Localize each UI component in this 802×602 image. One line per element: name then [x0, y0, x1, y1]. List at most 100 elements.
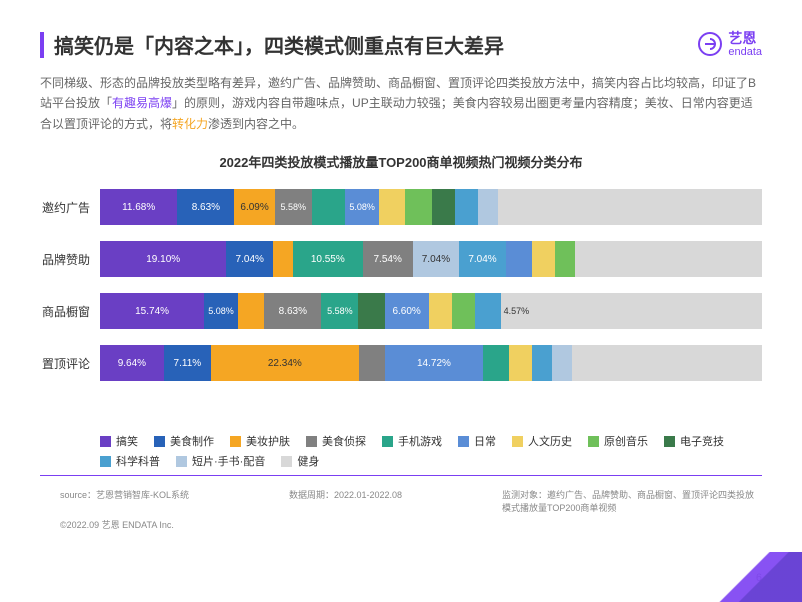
- legend: 搞笑 美食制作 美妆护肤 美食侦探 手机游戏 日常 人文历史 原创音乐电子竞技科学科普 短片·手…: [40, 433, 762, 469]
- bar-segment: 5.58%: [321, 293, 358, 329]
- bar-segment: 11.68%: [100, 189, 177, 225]
- legend-swatch: [588, 436, 599, 447]
- legend-label: 手机游戏: [398, 433, 442, 449]
- bar-segment: [273, 241, 293, 277]
- bar-segment: [483, 345, 509, 381]
- legend-swatch: [664, 436, 675, 447]
- bar-segment: 7.04%: [413, 241, 460, 277]
- desc-p3: 渗透到内容之中。: [208, 117, 304, 131]
- legend-item: 搞笑: [100, 433, 138, 449]
- bar-segment: 9.64%: [100, 345, 164, 381]
- chart-row: 邀约广告11.68%8.63%6.09%5.58%5.08%: [40, 185, 762, 229]
- legend-item: 电子竞技: [664, 433, 724, 449]
- stacked-bar: 15.74%5.08%8.63%5.58%6.60%4.57%: [100, 293, 762, 329]
- legend-label: 美食侦探: [322, 433, 366, 449]
- bar-segment: 22.34%: [211, 345, 359, 381]
- legend-swatch: [382, 436, 393, 447]
- bar-segment: 8.63%: [177, 189, 234, 225]
- page-title: 搞笑仍是「内容之本」，四类模式侧重点有巨大差异: [54, 30, 698, 59]
- bar-segment: [509, 345, 532, 381]
- bar-segment: 5.08%: [204, 293, 238, 329]
- stacked-bar-chart: 邀约广告11.68%8.63%6.09%5.58%5.08% 品牌赞助19.10%…: [40, 185, 762, 415]
- desc-hl1: 有趣易高爆: [112, 96, 172, 110]
- legend-item: 美食侦探: [306, 433, 366, 449]
- legend-item: 科学科普: [100, 453, 160, 469]
- bar-segment: 4.57%: [501, 293, 531, 329]
- source-text: source：艺恩营销智库-KOL系统: [60, 488, 189, 514]
- legend-item: 短片·手书·配音: [176, 453, 265, 469]
- legend-label: 原创音乐: [604, 433, 648, 449]
- legend-item: 手机游戏: [382, 433, 442, 449]
- bar-segment: [506, 241, 532, 277]
- bar-segment: [432, 189, 455, 225]
- legend-label: 日常: [474, 433, 496, 449]
- legend-label: 人文历史: [528, 433, 572, 449]
- bar-segment: 19.10%: [100, 241, 226, 277]
- logo-text-en: endata: [728, 46, 762, 58]
- row-label: 品牌赞助: [40, 251, 100, 268]
- legend-item: 美妆护肤: [230, 433, 290, 449]
- bar-segment: [555, 241, 575, 277]
- bar-segment: 7.11%: [164, 345, 211, 381]
- stacked-bar: 9.64%7.11%22.34% 14.72%: [100, 345, 762, 381]
- desc-hl2: 转化力: [172, 117, 208, 131]
- legend-label: 美妆护肤: [246, 433, 290, 449]
- stacked-bar: 19.10%7.04%10.55%7.54%7.04%7.04%: [100, 241, 762, 277]
- legend-item: 原创音乐: [588, 433, 648, 449]
- bar-segment: [405, 189, 431, 225]
- bar-segment: [312, 189, 346, 225]
- monitor-text: 监测对象：邀约广告、品牌赞助、商品橱窗、置顶评论四类投放模式播放量TOP200商…: [502, 488, 762, 514]
- legend-label: 搞笑: [116, 433, 138, 449]
- legend-item: 人文历史: [512, 433, 572, 449]
- endata-icon: [698, 32, 722, 56]
- bar-segment: [478, 189, 498, 225]
- bar-segment: [359, 345, 385, 381]
- legend-label: 科学科普: [116, 453, 160, 469]
- description: 不同梯级、形态的品牌投放类型略有差异，邀约广告、品牌赞助、商品橱窗、置顶评论四类…: [40, 73, 762, 134]
- bar-segment: [238, 293, 264, 329]
- bar-segment: 14.72%: [385, 345, 482, 381]
- legend-swatch: [512, 436, 523, 447]
- bar-segment: [572, 345, 762, 381]
- logo-text-cn: 艺恩: [728, 31, 762, 46]
- legend-item: 健身: [281, 453, 319, 469]
- footer: source：艺恩营销智库-KOL系统 数据周期：2022.01-2022.08…: [40, 488, 762, 514]
- legend-label: 健身: [297, 453, 319, 469]
- bar-segment: 5.08%: [345, 189, 379, 225]
- bar-segment: [575, 241, 762, 277]
- bar-segment: 7.54%: [363, 241, 413, 277]
- bar-segment: 7.04%: [226, 241, 273, 277]
- accent-bar: [40, 32, 44, 58]
- legend-swatch: [306, 436, 317, 447]
- bar-segment: [455, 189, 478, 225]
- bar-segment: [429, 293, 452, 329]
- legend-swatch: [458, 436, 469, 447]
- legend-item: 美食制作: [154, 433, 214, 449]
- period-text: 数据周期：2022.01-2022.08: [289, 488, 402, 514]
- divider: [40, 475, 762, 476]
- bar-segment: [498, 189, 762, 225]
- corner-decoration: [692, 552, 802, 602]
- chart-row: 品牌赞助19.10%7.04%10.55%7.54%7.04%7.04%: [40, 237, 762, 281]
- bar-segment: 6.09%: [234, 189, 274, 225]
- legend-item: 日常: [458, 433, 496, 449]
- legend-swatch: [230, 436, 241, 447]
- legend-label: 美食制作: [170, 433, 214, 449]
- bar-segment: 6.60%: [385, 293, 429, 329]
- legend-swatch: [100, 436, 111, 447]
- legend-swatch: [154, 436, 165, 447]
- bar-segment: [379, 189, 405, 225]
- chart-row: 置顶评论9.64%7.11%22.34% 14.72%: [40, 341, 762, 385]
- bar-segment: [475, 293, 501, 329]
- bar-segment: [532, 345, 552, 381]
- legend-swatch: [100, 456, 111, 467]
- legend-label: 短片·手书·配音: [192, 453, 265, 469]
- legend-swatch: [281, 456, 292, 467]
- bar-segment: [532, 241, 555, 277]
- row-label: 置顶评论: [40, 355, 100, 372]
- stacked-bar: 11.68%8.63%6.09%5.58%5.08%: [100, 189, 762, 225]
- header: 搞笑仍是「内容之本」，四类模式侧重点有巨大差异 艺恩 endata: [40, 30, 762, 59]
- bar-segment: [452, 293, 475, 329]
- legend-swatch: [176, 456, 187, 467]
- bar-segment: [552, 345, 572, 381]
